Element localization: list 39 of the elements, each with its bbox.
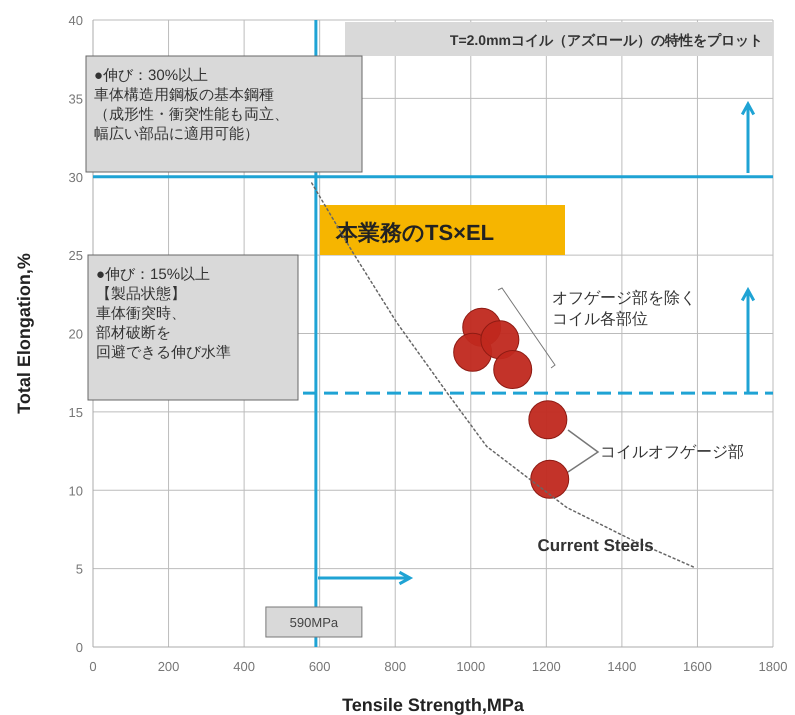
y-tick-label: 10 [68,483,83,498]
x-tick-label: 1000 [456,659,486,674]
x-tick-label: 1800 [758,659,788,674]
point [530,460,570,499]
y-tick-label: 25 [68,248,83,264]
x-tick-label: 400 [233,659,255,674]
x-tick-label: 200 [158,659,180,674]
y-tick-label: 35 [68,91,83,106]
annotation: ●伸び：15%以上【製品状態】車体衝突時、部材破断を回避できる伸び水準 [88,254,298,400]
point [493,350,532,390]
annotation: ●伸び：30%以上車体構造用鋼板の基本鋼種（成形性・衝突性能も両立、幅広い部品に適用可能） [94,67,289,142]
x-tick-label: 1600 [682,659,712,674]
y-tick-label: 40 [68,13,83,28]
annotation: コイルオフゲージ部 [568,429,744,473]
point [528,400,568,440]
annotation: コイルオフゲージ部 [600,443,744,461]
y-tick-label: 30 [68,170,83,185]
x-tick-label: 1200 [532,659,561,674]
x-tick-label: 600 [308,659,331,674]
series-label: Current Steels [537,536,654,556]
annotation: オフゲージ部を除くコイル各部位 [498,287,696,368]
x-tick-label: 800 [384,659,406,674]
annotation: T=2.0mmコイル（アズロール）の特性をプロット [345,22,773,56]
y-axis-title: Total Elongation,% [14,253,34,414]
x-tick-label: 0 [89,659,97,674]
y-tick-label: 5 [76,562,83,577]
annotation: T=2.0mmコイル（アズロール）の特性をプロット [450,32,763,48]
line-series [310,182,694,568]
y-tick-label: 20 [68,326,83,342]
annotation: ●伸び：15%以上【製品状態】車体衝突時、部材破断を回避できる伸び水準 [96,266,231,361]
y-tick-label: 0 [76,640,83,655]
y-tick-label: 15 [68,404,83,420]
annotation: 本業務のTS×EL [335,220,494,245]
point [480,320,520,360]
annotation: オフゲージ部を除くコイル各部位 [552,289,696,328]
x-tick-label: 1400 [607,659,636,674]
annotation: ●伸び：30%以上車体構造用鋼板の基本鋼種（成形性・衝突性能も両立、幅広い部品に適用可能） [86,56,362,172]
x-axis-title: Tensile Strength,MPa [342,695,525,715]
annotation: 本業務のTS×EL [320,205,565,255]
